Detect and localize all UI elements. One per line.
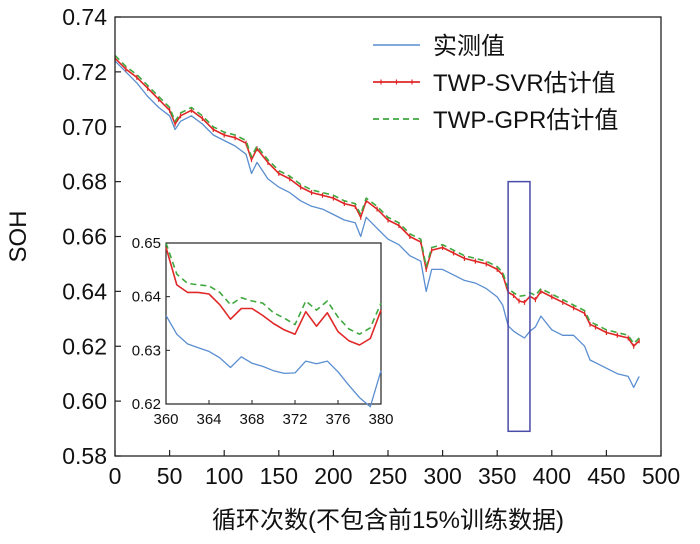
axes-group: 0 50 100 150 200 250 300 350 400 450 500 0.58 0.60 0.…: [5, 4, 680, 534]
inset-y-tick-label: 0.64: [132, 289, 161, 306]
y-tick-label: 0.62: [62, 333, 107, 359]
x-tick-label: 0: [109, 463, 122, 489]
inset-y-tick-label: 0.63: [132, 342, 161, 359]
y-tick-label: 0.72: [62, 59, 107, 85]
x-tick-label: 350: [478, 463, 516, 489]
series-group: [114, 54, 640, 389]
highlight-box: [507, 180, 531, 433]
x-tick-label: 300: [423, 463, 461, 489]
x-tick-label: 450: [587, 463, 625, 489]
inset-x-tick-label: 364: [196, 411, 221, 428]
y-tick-label: 0.68: [62, 169, 107, 195]
legend-group: 实测值 TWP-SVR估计值 TWP-GPR估计值: [373, 33, 618, 134]
y-tick-label: 0.58: [62, 443, 107, 469]
x-tick-label: 400: [533, 463, 571, 489]
inset-x-tick-label: 368: [239, 411, 264, 428]
inset-frame: [165, 242, 382, 405]
legend-label-1: TWP-SVR估计值: [433, 70, 616, 97]
inset-series-line-0: [165, 315, 382, 408]
highlight-box-group: [507, 180, 531, 433]
y-tick-label: 0.74: [62, 4, 107, 30]
inset-y-tick-label: 0.62: [132, 396, 161, 413]
x-tick-label: 100: [205, 463, 243, 489]
y-tick-label: 0.64: [62, 278, 107, 304]
inset-x-tick-label: 376: [325, 411, 350, 428]
inset-x-tick-label: 372: [282, 411, 307, 428]
y-tick-label: 0.66: [62, 224, 107, 250]
y-tick-label: 0.70: [62, 114, 107, 140]
inset-series-line-1: [165, 247, 382, 346]
inset-x-tick-label: 380: [368, 411, 393, 428]
x-tick-label: 50: [157, 463, 183, 489]
y-tick-label: 0.60: [62, 388, 107, 414]
x-tick-label: 150: [260, 463, 298, 489]
x-axis-label: 循环次数(不包含前15%训练数据): [212, 507, 564, 534]
x-tick-label: 200: [314, 463, 352, 489]
inset-y-tick-label: 0.65: [132, 235, 161, 252]
inset-series-line-2: [165, 242, 382, 335]
x-tick-label: 500: [642, 463, 680, 489]
legend-label-2: TWP-GPR估计值: [433, 107, 618, 134]
inset-x-tick-label: 360: [153, 411, 178, 428]
x-tick-label: 250: [369, 463, 407, 489]
legend-label-0: 实测值: [433, 33, 505, 60]
series-line-2: [114, 54, 640, 345]
series-line-0: [114, 60, 640, 389]
y-axis-label: SOH: [5, 210, 32, 262]
inset-group: 360 364 368 372 376 380 0.62 0.63 0.64 0.65: [132, 235, 394, 428]
